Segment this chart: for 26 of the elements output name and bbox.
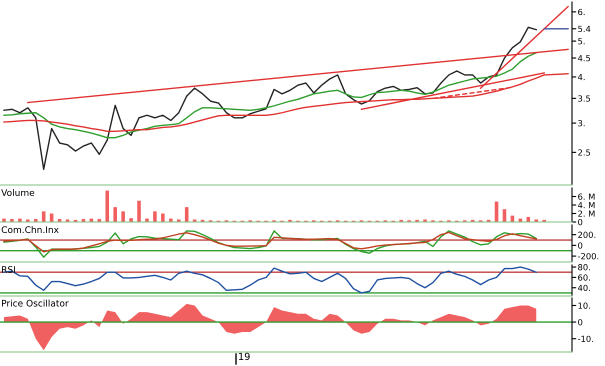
y-tick-label: 200. <box>578 232 596 238</box>
y-tick-label: 5. <box>578 38 585 44</box>
y-tick-label: 2.5 <box>578 149 590 156</box>
y-tick-label: 4.5 <box>578 55 590 62</box>
y-tick-label: 40. <box>578 284 590 292</box>
text: 19 <box>239 352 250 360</box>
y-tick-label: 3. <box>578 120 585 126</box>
y-tick-label: 10. <box>578 302 590 309</box>
y-tick-label: 5.4 <box>578 26 590 32</box>
y-tick-label: 80. <box>578 264 590 270</box>
y-tick-label: 6. M <box>578 193 595 200</box>
y-tick-label: -10. <box>578 336 593 342</box>
y-tick-label: 2. M <box>578 210 595 217</box>
y-tick-label: 4. <box>578 74 585 80</box>
y-tick-label: -200. <box>578 253 598 260</box>
chart-title: Price Oscillator <box>2 300 69 307</box>
chart-title: Volume <box>1 189 34 196</box>
chart-title: Com.Chn.Inx <box>2 226 59 234</box>
y-tick-label: 3.5 <box>578 95 590 102</box>
y-tick-label: 4. M <box>578 202 595 208</box>
y-tick-label: 0 <box>578 242 582 249</box>
y-tick-label: 0 <box>578 319 582 326</box>
y-tick-label: 60. <box>578 274 590 281</box>
y-tick-label: 0 <box>578 218 582 226</box>
y-tick-label: 6. <box>578 8 585 16</box>
chart-title: RSI <box>2 266 15 273</box>
